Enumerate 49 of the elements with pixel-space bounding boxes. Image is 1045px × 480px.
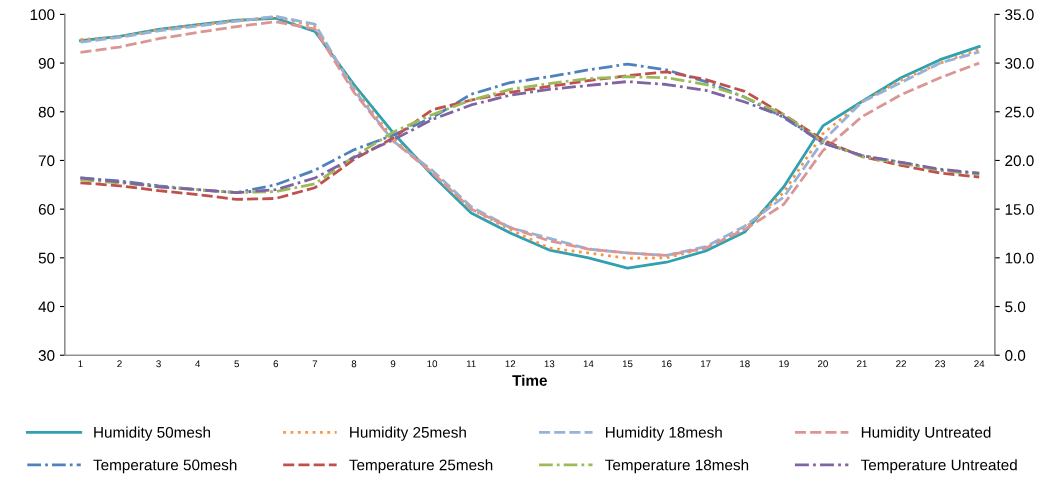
- x-tick-label: 14: [583, 360, 594, 368]
- x-tick-label: 17: [701, 360, 711, 368]
- y-tick-label: 90: [38, 57, 55, 69]
- x-tick-label: 5: [234, 360, 240, 368]
- y-tick-label: 30: [38, 350, 55, 361]
- x-tick-label: 7: [312, 360, 318, 368]
- legend-label: Humidity 25mesh: [350, 426, 466, 441]
- y2-tick-label: 15.0: [1005, 204, 1034, 215]
- legend-label: Humidity Untreated: [861, 426, 991, 441]
- x-tick-label: 8: [351, 360, 357, 368]
- y2-tick-label: 0.0: [1005, 350, 1026, 361]
- x-tick-label: 24: [974, 360, 985, 368]
- y2-tick-label: 20.0: [1005, 155, 1034, 167]
- x-tick-label: 9: [390, 360, 396, 368]
- x-tick-label: 23: [935, 360, 946, 368]
- x-tick-label: 22: [896, 360, 906, 368]
- y2-tick-label: 10.0: [1005, 252, 1034, 264]
- y2-tick-label: 25.0: [1005, 106, 1034, 118]
- x-tick-label: 6: [273, 360, 279, 368]
- x-tick-label: 20: [817, 360, 828, 368]
- y-tick-label: 60: [38, 204, 55, 215]
- x-tick-label: 12: [505, 360, 516, 368]
- y-tick-label: 50: [38, 252, 55, 264]
- y-tick-label: 80: [38, 106, 55, 118]
- legend-label: Temperature 25mesh: [349, 459, 493, 474]
- x-tick-label: 2: [117, 360, 122, 368]
- y2-tick-label: 5.0: [1005, 301, 1026, 313]
- y2-tick-label: 30.0: [1005, 57, 1034, 69]
- y-tick-label: 70: [38, 155, 55, 167]
- legend-label: Humidity 50mesh: [94, 426, 211, 441]
- legend-label: Temperature Untreated: [860, 459, 1017, 474]
- y-tick-label: 40: [38, 301, 55, 313]
- legend-label: Temperature 18mesh: [605, 459, 749, 474]
- legend-label: Humidity 18mesh: [605, 426, 722, 441]
- x-tick-label: 21: [857, 360, 867, 368]
- x-tick-label: 3: [156, 360, 161, 368]
- x-tick-label: 11: [466, 360, 476, 368]
- x-tick-label: 15: [622, 360, 633, 368]
- x-axis-title: Time: [512, 374, 547, 386]
- y-tick-label: 100: [30, 9, 55, 21]
- x-tick-label: 13: [544, 360, 555, 368]
- x-tick-label: 19: [779, 360, 789, 368]
- x-tick-label: 16: [661, 360, 672, 368]
- y2-tick-label: 35.0: [1005, 9, 1034, 21]
- legend-label: Temperature 50mesh: [93, 459, 237, 474]
- x-tick-label: 1: [78, 360, 83, 368]
- x-tick-label: 4: [195, 360, 201, 368]
- x-tick-label: 10: [427, 360, 438, 368]
- x-tick-label: 18: [740, 360, 750, 368]
